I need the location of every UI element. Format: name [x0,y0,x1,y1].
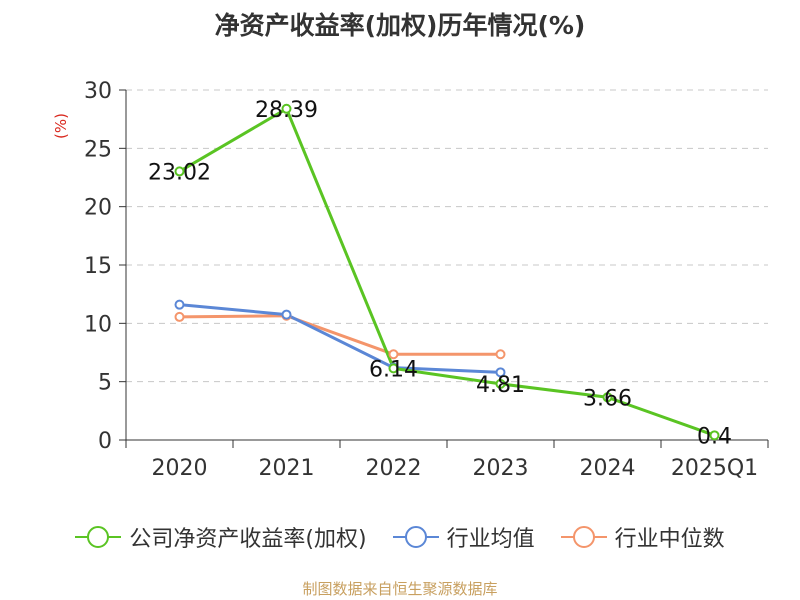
data-point [495,349,506,360]
y-tick-label: 20 [84,196,112,221]
legend-line-icon-orange [560,525,607,549]
x-tick-label: 2024 [580,456,636,481]
chart-legend: 公司净资产收益率(加权) 行业均值 行业中位数 [0,519,800,555]
data-point [174,299,185,310]
data-point [281,103,292,114]
x-tick-label: 2020 [152,456,208,481]
data-point [388,349,399,360]
data-point [495,378,506,389]
data-point [388,363,399,374]
y-tick-label: 15 [84,254,112,279]
y-tick-label: 0 [98,429,112,454]
y-tick-label: 5 [98,371,112,396]
series-line [178,107,716,437]
y-tick-label: 10 [84,312,112,337]
series-line [178,314,502,356]
data-label: 0.4 [697,424,732,449]
legend-item-industry-mean[interactable]: 行业均值 [392,521,535,553]
data-label: 6.14 [369,357,418,382]
x-tick-label: 2021 [259,456,315,481]
source-note: 制图数据来自恒生聚源数据库 [302,580,498,598]
legend-label: 公司净资产收益率(加权) [129,527,367,552]
data-label: 28.39 [255,98,318,123]
x-tick-label: 2022 [366,456,422,481]
data-point [281,309,292,320]
data-point [174,311,185,322]
data-label: 3.66 [583,386,632,411]
chart-title: 净资产收益率(加权)历年情况(%) [214,11,586,40]
data-point [495,367,506,378]
x-tick-label: 2025Q1 [671,456,758,481]
data-point [602,392,613,403]
legend-label: 行业均值 [446,527,535,552]
legend-item-industry-median[interactable]: 行业中位数 [560,521,725,553]
legend-line-icon-blue [392,525,439,549]
x-tick-label: 2023 [473,456,529,481]
legend-label: 行业中位数 [614,527,725,552]
series-line [178,303,502,374]
data-point [174,166,185,177]
legend-line-icon-green [75,525,122,549]
y-axis-label: (%) [52,113,70,139]
data-label: 23.02 [148,160,211,185]
y-tick-label: 25 [84,137,112,162]
y-tick-label: 30 [84,79,112,104]
data-point [709,430,720,441]
legend-item-company-roe[interactable]: 公司净资产收益率(加权) [75,521,367,553]
data-label: 4.81 [476,373,525,398]
